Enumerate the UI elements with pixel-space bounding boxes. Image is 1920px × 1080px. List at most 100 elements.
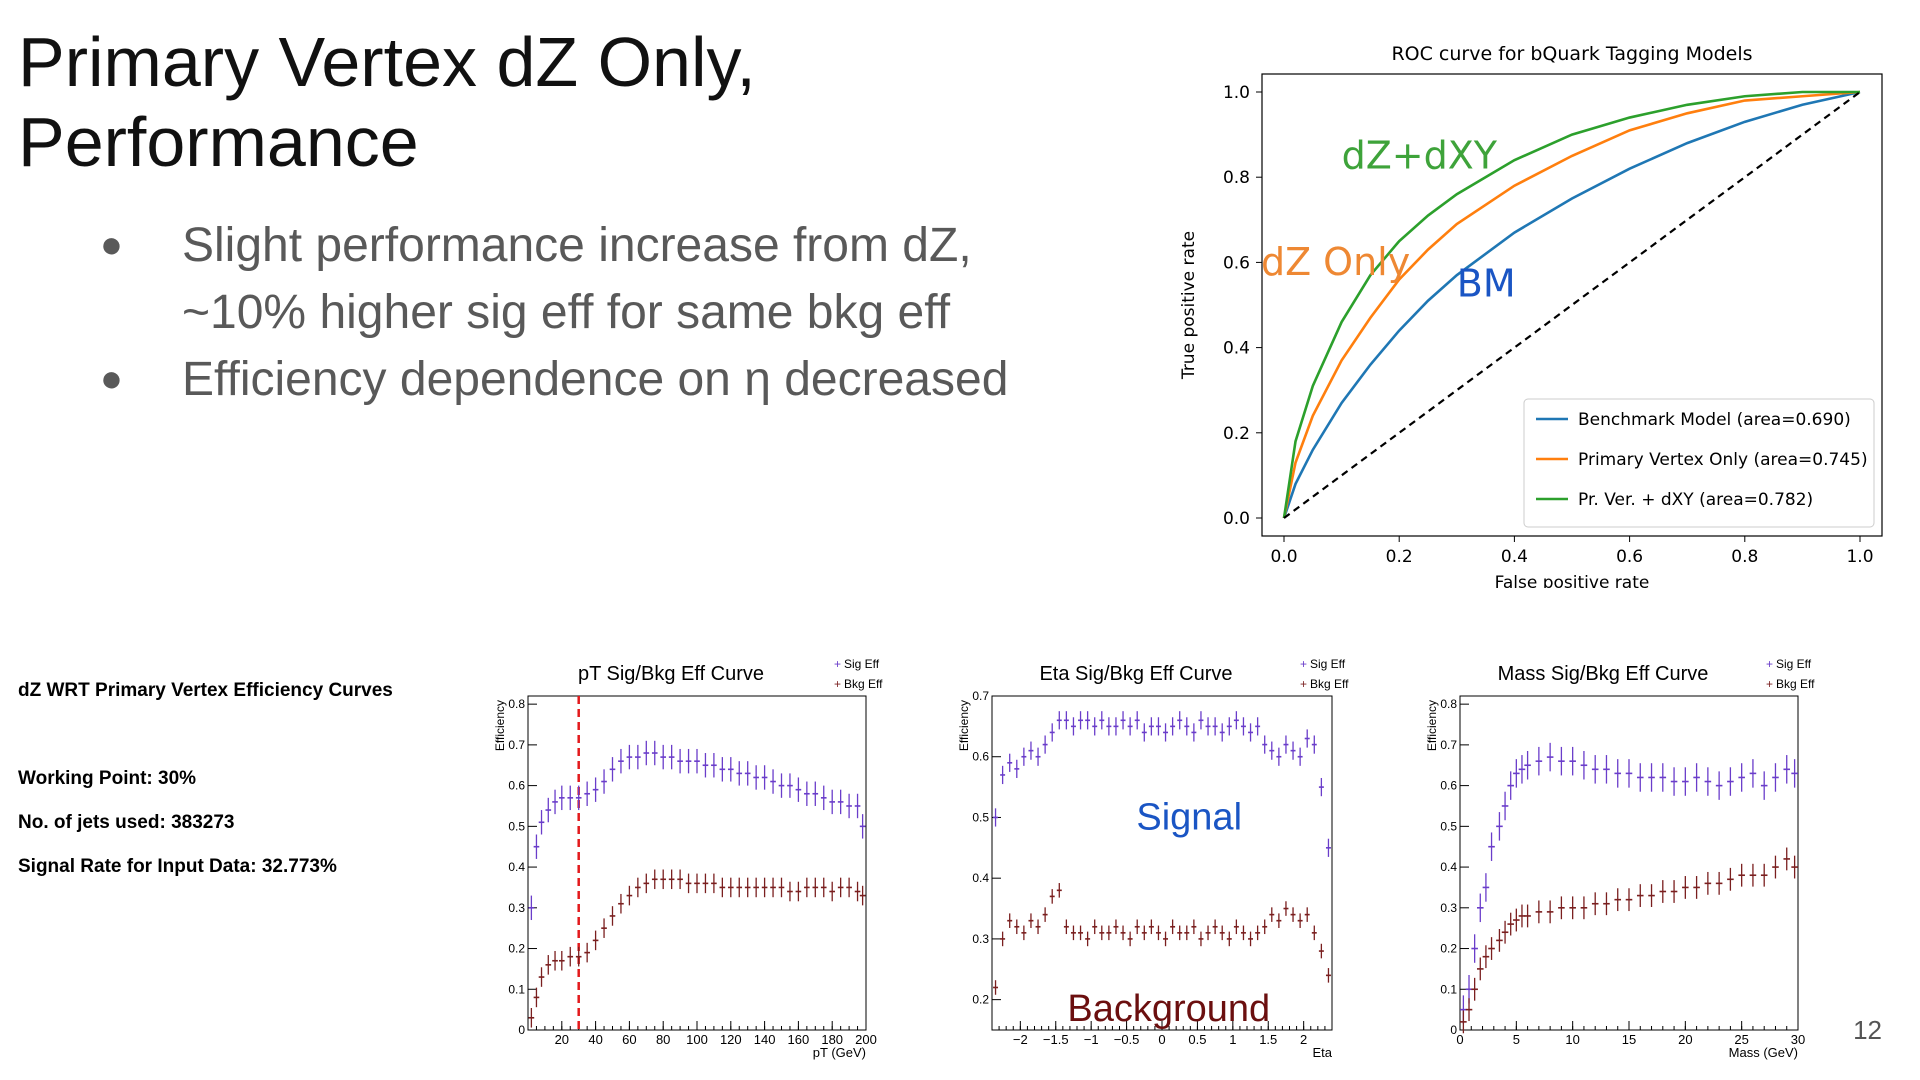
- series-bkg-eff: [1460, 847, 1798, 1034]
- bullet-item: ● Slight performance increase from dZ, ~…: [100, 212, 1008, 346]
- x-tick-label: 2: [1300, 1032, 1307, 1047]
- x-axis-label: Mass (GeV): [1729, 1045, 1798, 1060]
- curve-annotation-label: dZ+dXY: [1342, 134, 1498, 178]
- x-tick-label: 100: [686, 1032, 708, 1047]
- x-tick-label: 1.5: [1259, 1032, 1277, 1047]
- legend-marker: +: [1300, 657, 1307, 671]
- plot-frame: [1261, 73, 1883, 537]
- slide-title-line2: Performance: [18, 103, 419, 181]
- y-tick-label: 1.0: [1223, 83, 1250, 103]
- series-bkg-eff: [993, 883, 1331, 995]
- y-tick-label: 0.2: [1440, 942, 1457, 956]
- y-tick-label: 0.4: [972, 871, 989, 885]
- x-tick-label: 1: [1229, 1032, 1236, 1047]
- y-tick-label: 0.1: [508, 982, 525, 996]
- x-tick-label: −0.5: [1114, 1032, 1140, 1047]
- x-axis-label: False positive rate: [1495, 573, 1650, 588]
- x-tick-label: 160: [788, 1032, 810, 1047]
- efficiency-curves-heading: dZ WRT Primary Vertex Efficiency Curves: [18, 680, 393, 701]
- y-tick-label: 0.1: [1440, 982, 1457, 996]
- legend-label: Bkg Eff: [1310, 677, 1349, 691]
- series-bkg-eff: [528, 869, 866, 1028]
- bullet-text: ~10% higher sig eff for same bkg eff: [182, 286, 951, 339]
- legend-marker: +: [1766, 657, 1773, 671]
- y-tick-label: 0.6: [508, 779, 525, 793]
- x-tick-label: 200: [855, 1032, 877, 1047]
- x-axis-label: Eta: [1312, 1045, 1332, 1060]
- legend-label: Sig Eff: [1776, 657, 1812, 671]
- y-axis-label: True positive rate: [1179, 231, 1199, 380]
- legend-marker: +: [834, 657, 841, 671]
- y-tick-label: 0.2: [972, 993, 989, 1007]
- pt-eff-chart: pT Sig/Bkg Eff Curve + Sig Eff+ Bkg Eff 20 40…: [493, 657, 883, 1060]
- y-axis-label: Efficiency: [957, 700, 971, 751]
- bullet-text: Slight performance increase from dZ,: [182, 219, 972, 272]
- y-tick-label: 0.3: [972, 932, 989, 946]
- legend-label: Benchmark Model (area=0.690): [1578, 410, 1851, 430]
- y-tick-label: 0: [1450, 1023, 1457, 1037]
- plot-frame: [527, 695, 867, 1031]
- y-tick-label: 0.8: [1440, 697, 1457, 711]
- eta-eff-chart: Eta Sig/Bkg Eff Curve + Sig Eff+ Bkg Eff−2−…: [957, 657, 1349, 1060]
- x-tick-label: 20: [1678, 1032, 1692, 1047]
- y-tick-label: 0.3: [1440, 901, 1457, 915]
- roc-chart: ROC curve for bQuark Tagging Models 0.0 0.…: [1179, 43, 1883, 588]
- chart-title: pT Sig/Bkg Eff Curve: [578, 663, 764, 685]
- x-tick-label: 10: [1565, 1032, 1579, 1047]
- roc-series-line-1: [1282, 90, 1861, 519]
- slide-title-line1: Primary Vertex dZ Only,: [18, 23, 756, 101]
- mass-eff-chart: Mass Sig/Bkg Eff Curve + Sig Eff+ Bkg Eff 0 5…: [1425, 657, 1815, 1060]
- legend-label: Sig Eff: [1310, 657, 1346, 671]
- x-tick-label: −2: [1013, 1032, 1028, 1047]
- curve-annotation-label: dZ Only: [1261, 240, 1410, 284]
- working-point-text: Working Point: 30%: [18, 768, 197, 789]
- chart-title: Mass Sig/Bkg Eff Curve: [1498, 663, 1709, 685]
- x-tick-label: 0.5: [1188, 1032, 1206, 1047]
- x-axis-label: pT (GeV): [813, 1045, 866, 1060]
- plot-frame: [1459, 695, 1799, 1031]
- x-tick-label: 5: [1513, 1032, 1520, 1047]
- roc-series-line-3: [1282, 90, 1860, 519]
- x-tick-label: 20: [555, 1032, 569, 1047]
- y-tick-label: 0.6: [1223, 253, 1250, 273]
- y-tick-label: 0.8: [1223, 168, 1250, 188]
- legend-box: [1523, 398, 1875, 528]
- y-tick-label: 0.6: [1440, 779, 1457, 793]
- y-tick-label: 0.4: [1440, 860, 1457, 874]
- x-tick-label: −1.5: [1043, 1032, 1069, 1047]
- series-sig-eff: [993, 711, 1331, 857]
- series-sig-eff: [528, 740, 866, 921]
- y-tick-label: 0.3: [508, 901, 525, 915]
- x-tick-label: 0.0: [1270, 547, 1297, 567]
- y-tick-label: 0.7: [508, 738, 525, 752]
- x-tick-label: 0: [1158, 1032, 1165, 1047]
- x-tick-label: 120: [720, 1032, 742, 1047]
- y-axis-label: Efficiency: [1425, 700, 1439, 751]
- chart-title: Eta Sig/Bkg Eff Curve: [1039, 663, 1232, 685]
- x-tick-label: 60: [622, 1032, 636, 1047]
- bullet-icon: ●: [100, 358, 123, 400]
- plot-frame: [991, 695, 1333, 1031]
- curve-annotation-label: BM: [1457, 261, 1516, 305]
- x-tick-label: 1.0: [1846, 547, 1873, 567]
- y-tick-label: 0.5: [508, 819, 525, 833]
- y-axis-label: Efficiency: [493, 700, 507, 751]
- legend-label: Pr. Ver. + dXY (area=0.782): [1578, 490, 1813, 510]
- bullet-text: Efficiency dependence on η decreased: [182, 353, 1009, 406]
- y-tick-label: 0.4: [1223, 339, 1250, 359]
- x-tick-label: 0.6: [1616, 547, 1643, 567]
- legend-marker: +: [1766, 677, 1773, 691]
- x-tick-label: 15: [1622, 1032, 1636, 1047]
- bullet-icon: ●: [100, 224, 123, 266]
- x-tick-label: 0.4: [1501, 547, 1528, 567]
- y-tick-label: 0.7: [972, 689, 989, 703]
- legend-label: Bkg Eff: [844, 677, 883, 691]
- x-tick-label: 0: [1456, 1032, 1463, 1047]
- x-tick-label: 25: [1734, 1032, 1748, 1047]
- signal-rate-text: Signal Rate for Input Data: 32.773%: [18, 856, 337, 877]
- y-tick-label: 0: [518, 1023, 525, 1037]
- jets-used-text: No. of jets used: 383273: [18, 812, 235, 833]
- y-tick-label: 0.6: [972, 750, 989, 764]
- x-tick-label: 0.8: [1731, 547, 1758, 567]
- y-tick-label: 0.7: [1440, 738, 1457, 752]
